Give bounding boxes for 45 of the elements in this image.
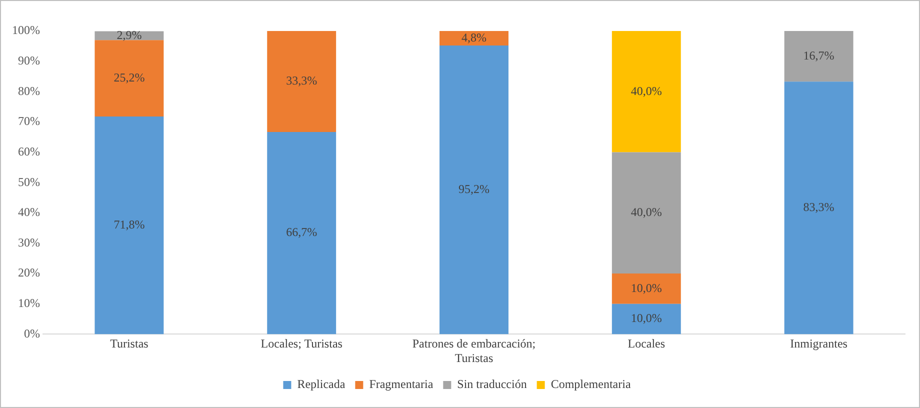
data-label: 16,7% xyxy=(803,48,834,62)
y-tick-label: 30% xyxy=(18,235,40,250)
y-tick-label: 60% xyxy=(18,144,40,158)
data-label: 66,7% xyxy=(286,225,318,240)
y-tick-label: 80% xyxy=(18,84,40,98)
legend-label: Replicada xyxy=(297,377,346,392)
y-tick-label: 0% xyxy=(24,326,40,340)
data-label: 10,0% xyxy=(630,311,662,326)
y-tick-label: 100% xyxy=(12,23,40,38)
legend-label: Fragmentaria xyxy=(369,377,434,392)
data-label: 40,0% xyxy=(630,84,662,98)
bar xyxy=(612,31,681,152)
y-tick-label: 20% xyxy=(18,266,40,280)
data-label: 2,9% xyxy=(116,28,142,42)
data-label: 95,2% xyxy=(458,182,490,196)
bar xyxy=(440,46,508,334)
y-tick-label: 90% xyxy=(18,53,40,68)
data-label: 4,8% xyxy=(462,30,486,44)
bar xyxy=(612,274,681,304)
data-label: 10,0% xyxy=(630,280,662,295)
bar xyxy=(784,82,854,334)
bar xyxy=(267,132,336,334)
data-label: 33,3% xyxy=(286,74,318,88)
y-tick-label: 50% xyxy=(18,174,40,189)
data-label: 40,0% xyxy=(630,205,662,220)
y-tick-label: 10% xyxy=(18,296,40,310)
legend-label: Complementaria xyxy=(550,377,632,392)
bar xyxy=(94,116,164,334)
bar xyxy=(612,304,681,334)
data-label: 83,3% xyxy=(803,200,834,214)
data-label: 25,2% xyxy=(114,70,145,84)
x-tick-label: Turistas xyxy=(110,336,149,351)
x-tick-label: Inmigrantes xyxy=(790,336,848,351)
x-tick-label: Patrones de embarcación; Turistas xyxy=(412,336,536,365)
y-tick-label: 40% xyxy=(18,205,40,220)
bar xyxy=(784,31,854,82)
legend-label: Sin traducción xyxy=(457,377,527,392)
bar xyxy=(267,31,336,132)
x-tick-label: Locales; Turistas xyxy=(260,336,343,351)
bar xyxy=(94,40,164,117)
bar xyxy=(612,152,681,274)
bar xyxy=(440,31,508,46)
y-tick-label: 70% xyxy=(18,114,40,128)
x-tick-label: Locales xyxy=(628,336,666,351)
data-label: 71,8% xyxy=(114,218,145,232)
